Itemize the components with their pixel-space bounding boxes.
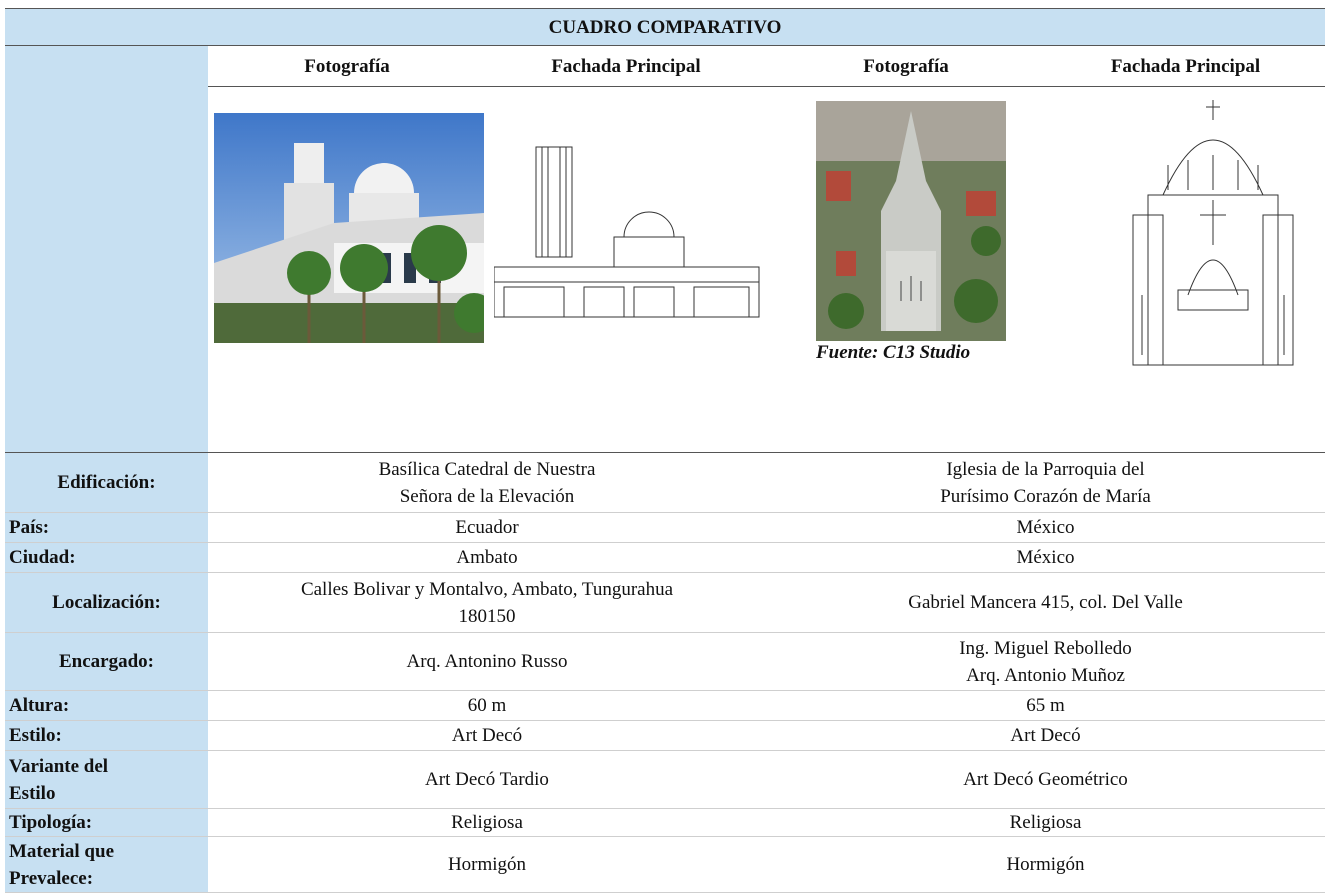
text-line: Basílica Catedral de Nuestra: [378, 458, 596, 480]
text-line: Ecuador: [455, 517, 519, 538]
text-line: Estilo: [9, 782, 56, 804]
row-label: Edificación:: [5, 452, 208, 513]
row-label: Encargado:: [5, 632, 208, 691]
text-line: Iglesia de la Parroquia del: [946, 458, 1145, 480]
text-line: Religiosa: [451, 812, 523, 833]
text-line: Edificación:: [57, 472, 156, 493]
row-label: Variante del Estilo: [5, 750, 208, 809]
row-label: Material que Prevalece:: [5, 836, 208, 893]
facade-cell: [1046, 86, 1326, 453]
facade-cell: [486, 86, 766, 453]
photo-cell: Fuente: C13 Studio: [766, 86, 1046, 453]
text-line: Tipología:: [9, 812, 93, 833]
table-row: Tipología: Religiosa Religiosa: [5, 808, 1326, 837]
text-line: Localización:: [52, 592, 161, 613]
column-header: Fotografía: [766, 45, 1046, 87]
text-line: Ciudad:: [9, 547, 76, 568]
text-line: Purísimo Corazón de María: [940, 485, 1151, 507]
table-row: País: Ecuador México: [5, 512, 1326, 543]
row-value: Iglesia de la Parroquia del Purísimo Cora…: [766, 452, 1326, 513]
text-line: Calles Bolivar y Montalvo, Ambato, Tungu…: [300, 578, 674, 600]
row-value: Art Decó Tardio: [208, 750, 766, 809]
text-line: Art Decó: [1010, 725, 1081, 746]
row-value: Art Decó: [208, 720, 766, 751]
table-row: Ciudad: Ambato México: [5, 542, 1326, 573]
row-value: Hormigón: [766, 836, 1326, 893]
text-line: Ing. Miguel Rebolledo: [959, 637, 1132, 659]
row-label: Ciudad:: [5, 542, 208, 573]
facade-basilica: [493, 146, 760, 318]
row-value: Calles Bolivar y Montalvo, Ambato, Tungu…: [208, 572, 766, 633]
facade-parroquia: [1132, 100, 1294, 366]
text-line: Encargado:: [59, 651, 154, 672]
row-value: Art Decó: [766, 720, 1326, 751]
column-header: Fachada Principal: [486, 45, 766, 87]
row-value: Ambato: [208, 542, 766, 573]
photo-basilica: [214, 113, 494, 343]
text-line: 60 m: [467, 695, 507, 716]
text-line: 65 m: [1026, 695, 1065, 716]
row-value: Religiosa: [766, 808, 1326, 837]
text-line: Religiosa: [1009, 812, 1082, 833]
text-line: Hormigón: [1006, 854, 1085, 875]
photo-parroquia: [816, 101, 1006, 341]
comparison-table: CUADRO COMPARATIVO Fotografía Fachada Pr…: [5, 8, 1326, 893]
row-value: Ecuador: [208, 512, 766, 543]
row-value: Basílica Catedral de Nuestra Señora de la…: [208, 452, 766, 513]
column-header: Fotografía: [208, 45, 486, 87]
text-line: Señora de la Elevación: [399, 485, 575, 507]
row-value: Ing. Miguel Rebolledo Arq. Antonio Muñoz: [766, 632, 1326, 691]
row-value: 60 m: [208, 690, 766, 721]
text-line: Altura:: [9, 695, 70, 716]
row-value: 65 m: [766, 690, 1326, 721]
row-label: Tipología:: [5, 808, 208, 837]
row-value: Arq. Antonino Russo: [208, 632, 766, 691]
row-value: Religiosa: [208, 808, 766, 837]
text-line: Variante del: [9, 755, 109, 777]
text-line: Ambato: [456, 547, 518, 568]
row-label: Localización:: [5, 572, 208, 633]
row-value: Art Decó Geométrico: [766, 750, 1326, 809]
column-header: Fachada Principal: [1046, 45, 1326, 87]
text-line: Arq. Antonino Russo: [406, 651, 568, 672]
text-line: México: [1016, 547, 1075, 568]
text-line: Hormigón: [447, 854, 527, 875]
table-row: Encargado: Arq. Antonino Russo Ing. Miguel…: [5, 632, 1326, 691]
corner-cell: [5, 45, 208, 453]
image-caption: Fuente: C13 Studio: [816, 342, 971, 363]
text-line: País:: [9, 517, 50, 538]
table-title: CUADRO COMPARATIVO: [5, 8, 1326, 46]
row-value: México: [766, 542, 1326, 573]
text-line: Art Decó Tardio: [425, 769, 549, 790]
row-value: México: [766, 512, 1326, 543]
text-line: Estilo:: [9, 725, 62, 746]
row-label: Estilo:: [5, 720, 208, 751]
row-label: Altura:: [5, 690, 208, 721]
text-line: Art Decó Geométrico: [963, 769, 1128, 790]
row-value: Gabriel Mancera 415, col. Del Valle: [766, 572, 1326, 633]
row-value: Hormigón: [208, 836, 766, 893]
text-line: México: [1016, 517, 1075, 538]
table-row: Variante del Estilo Art Decó Tardio Art Dec…: [5, 750, 1326, 809]
table-row: Localización: Calles Bolivar y Montalvo, …: [5, 572, 1326, 633]
photo-cell: [208, 86, 494, 453]
text-line: Material que: [9, 840, 115, 862]
table-row: Altura: 60 m 65 m: [5, 690, 1326, 721]
table-row: Edificación: Basílica Catedral de Nuestra…: [5, 452, 1326, 513]
table-row: Estilo: Art Decó Art Decó: [5, 720, 1326, 751]
row-label: País:: [5, 512, 208, 543]
text-line: Prevalece:: [9, 867, 94, 889]
text-line: Arq. Antonio Muñoz: [966, 664, 1125, 686]
text-line: 180150: [458, 605, 516, 627]
text-line: Art Decó: [451, 725, 523, 746]
text-line: Gabriel Mancera 415, col. Del Valle: [908, 592, 1183, 613]
table-row: Material que Prevalece: Hormigón Hormigón: [5, 836, 1326, 893]
